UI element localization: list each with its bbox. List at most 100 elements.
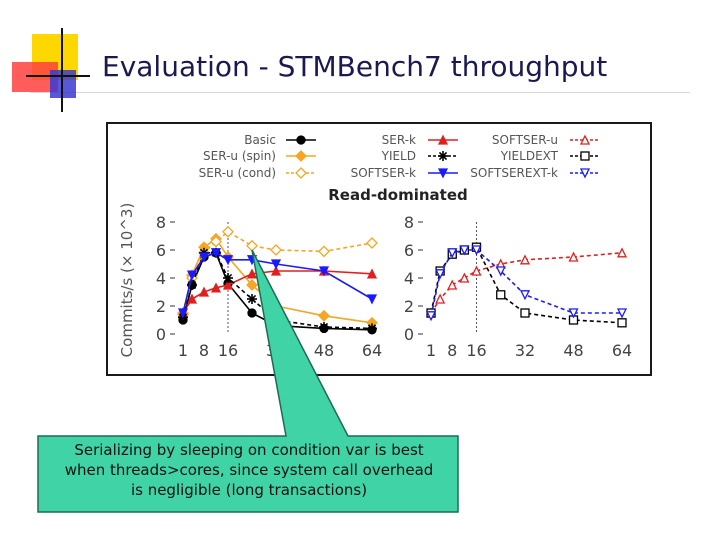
legend-entry-softser-k: SOFTSER-k: [351, 166, 458, 180]
legend-label: SER-u (cond): [199, 166, 276, 180]
throughput-chart: Basic SER-u (spin) SER-u (cond) SER-k YIELD S…: [118, 133, 632, 360]
data-point: [447, 248, 458, 259]
data-point: [617, 318, 627, 328]
legend-marker: [438, 151, 448, 161]
y-tick-label: 0: [156, 325, 166, 344]
chart-frame: [106, 122, 652, 376]
y-tick-label: 6: [404, 241, 414, 260]
legend-label: YIELD: [381, 149, 416, 163]
legend-marker: [437, 168, 449, 179]
callout-line-2: when threads>cores, since system call ov…: [64, 461, 434, 479]
data-point: [222, 279, 234, 290]
data-point: [366, 294, 378, 305]
data-point: [186, 270, 198, 281]
data-point: [616, 247, 628, 258]
data-point: [519, 290, 531, 301]
x-tick-label: 32: [515, 341, 535, 360]
data-point: [318, 266, 330, 277]
legend-label: SOFTSEREXT-k: [470, 166, 558, 180]
callout-shape: [37, 249, 459, 513]
data-point: [568, 308, 579, 319]
callout-line-3: is negligible (long transactions): [130, 481, 368, 499]
x-tick-label: 16: [466, 341, 486, 360]
data-point: [223, 273, 233, 283]
x-tick-label: 8: [447, 341, 457, 360]
data-point: [210, 235, 222, 248]
legend-label: SOFTSER-u: [492, 133, 558, 147]
data-point: [198, 252, 210, 263]
legend-entry-ser-k: SER-k: [382, 133, 458, 147]
legend-marker: [295, 167, 307, 179]
legend-label: SER-u (spin): [203, 149, 276, 163]
legend-label: SOFTSER-k: [351, 166, 416, 180]
data-point: [447, 279, 458, 290]
data-point: [177, 308, 189, 319]
legend-label: Basic: [244, 133, 276, 147]
data-point: [435, 293, 446, 304]
legend-marker: [579, 168, 591, 179]
data-point: [367, 323, 377, 334]
data-point: [270, 265, 282, 276]
legend-marker: [437, 134, 449, 145]
data-point: [459, 245, 470, 256]
x-tick-label: 64: [612, 341, 632, 360]
callout-text: Serializing by sleeping on condition var…: [40, 440, 458, 500]
y-axis-label: Commits/s (× 10^3): [118, 203, 136, 358]
data-point: [318, 245, 330, 258]
y-tick-label: 8: [404, 213, 414, 232]
callout-box: [37, 249, 459, 513]
legend-marker: [580, 151, 590, 161]
x-tick-label: 1: [178, 341, 188, 360]
legend-marker: [296, 135, 306, 145]
data-point: [270, 259, 282, 270]
series-softser-u: [425, 247, 628, 318]
legend-entry-basic: Basic: [244, 133, 316, 147]
x-tick-label: 1: [426, 341, 436, 360]
data-point: [198, 286, 210, 297]
x-tick-label: 16: [218, 341, 238, 360]
data-point: [246, 268, 258, 279]
data-point: [520, 308, 530, 318]
data-point: [495, 266, 506, 277]
data-point: [222, 225, 234, 238]
corner-decoration: [12, 28, 90, 112]
series-softser-k: [177, 248, 378, 319]
data-point: [471, 245, 482, 256]
series-softserext-k: [425, 245, 628, 322]
y-tick-label: 4: [404, 269, 414, 288]
data-point: [616, 308, 628, 319]
data-point: [270, 244, 282, 256]
slide-title: Evaluation - STMBench7 throughput: [102, 50, 608, 83]
data-point: [519, 254, 531, 265]
data-point: [247, 308, 257, 318]
y-tick-label: 2: [156, 297, 166, 316]
data-point: [246, 239, 258, 252]
legend-entry-yield: YIELD: [381, 149, 458, 163]
data-point: [568, 251, 579, 262]
data-point: [471, 265, 482, 276]
legend-entry-ser-u-cond: SER-u (cond): [199, 166, 316, 180]
data-point: [366, 237, 378, 249]
legend-label: YIELDEXT: [500, 149, 559, 163]
data-point: [496, 290, 506, 300]
data-point: [210, 282, 222, 293]
x-tick-label: 48: [314, 341, 334, 360]
legend-entry-softserext-k: SOFTSEREXT-k: [470, 166, 600, 180]
data-point: [435, 269, 446, 280]
callout-line-1: Serializing by sleeping on condition var…: [74, 441, 424, 459]
x-tick-label: 8: [199, 341, 209, 360]
y-tick-label: 4: [156, 269, 166, 288]
data-point: [210, 248, 222, 259]
data-point: [318, 309, 330, 322]
chart-title: Read-dominated: [328, 186, 468, 204]
y-tick-label: 6: [156, 241, 166, 260]
legend-marker: [579, 134, 591, 145]
data-point: [319, 322, 329, 332]
data-point: [425, 311, 437, 322]
legend: Basic SER-u (spin) SER-u (cond) SER-k YIELD S…: [199, 133, 600, 180]
y-tick-label: 0: [404, 325, 414, 344]
data-point: [247, 294, 257, 304]
